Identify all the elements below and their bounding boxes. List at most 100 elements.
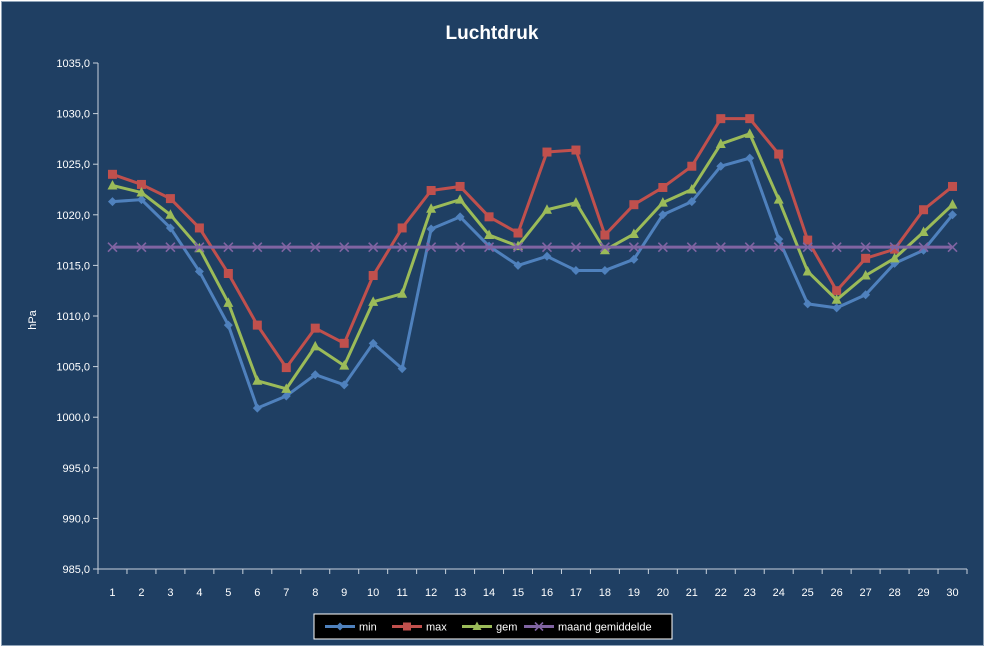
marker-x-stroke bbox=[368, 242, 379, 253]
data-point-min bbox=[252, 403, 262, 413]
data-point-max bbox=[948, 181, 958, 191]
data-point-maand-gemiddelde bbox=[512, 242, 524, 253]
data-point-gem bbox=[397, 288, 408, 298]
y-tick-label: 990,0 bbox=[62, 513, 90, 525]
marker-x-stroke bbox=[512, 242, 524, 253]
legend: min max gem maand gemiddelde bbox=[313, 613, 673, 640]
data-point-gem bbox=[426, 203, 437, 213]
data-point-min bbox=[948, 210, 958, 220]
data-point-max bbox=[165, 194, 175, 204]
x-tick-label: 4 bbox=[196, 587, 202, 599]
x-tick-label: 14 bbox=[483, 587, 495, 599]
data-point-maand-gemiddelde bbox=[455, 242, 466, 253]
data-point-maand-gemiddelde bbox=[570, 242, 582, 253]
series-maand-gemiddelde bbox=[107, 242, 958, 253]
data-point-max bbox=[658, 182, 668, 192]
x-tick-label: 1 bbox=[109, 587, 115, 599]
data-point-maand-gemiddelde bbox=[368, 242, 379, 253]
y-tick-labels: 985,0 990,0 995,0 1000,0 1005,0 1010,0 1015,0 1… bbox=[56, 58, 90, 576]
legend-label: maand gemiddelde bbox=[558, 622, 652, 634]
data-point-gem bbox=[339, 360, 350, 370]
series-gem bbox=[107, 128, 958, 393]
data-point-max bbox=[455, 181, 465, 191]
data-point-maand-gemiddelde bbox=[831, 242, 842, 253]
legend-item-max: max bbox=[392, 622, 447, 634]
data-point-max bbox=[600, 230, 610, 240]
marker-x-stroke bbox=[483, 242, 495, 253]
x-tick-label: 22 bbox=[715, 587, 727, 599]
data-point-gem bbox=[918, 226, 929, 237]
x-tick-label: 2 bbox=[138, 587, 144, 599]
legend-marker bbox=[336, 622, 344, 631]
data-point-max bbox=[919, 205, 929, 215]
data-point-maand-gemiddelde bbox=[281, 242, 292, 253]
data-point-gem bbox=[947, 199, 958, 209]
y-tick-label: 1030,0 bbox=[56, 109, 90, 121]
marker-x-stroke bbox=[194, 242, 205, 253]
marker-x-stroke bbox=[252, 242, 263, 253]
data-point-gem bbox=[281, 383, 292, 393]
y-tick-label: 1025,0 bbox=[56, 159, 90, 171]
data-point-maand-gemiddelde bbox=[918, 242, 929, 253]
marker-x-stroke bbox=[107, 242, 118, 253]
legend-label: min bbox=[359, 622, 377, 634]
x-tick-label: 30 bbox=[946, 587, 958, 599]
marker-x-stroke bbox=[686, 242, 697, 253]
legend-item-gem: gem bbox=[462, 621, 517, 634]
chart-title: Luchtdruk bbox=[446, 23, 539, 44]
data-point-max bbox=[803, 235, 813, 245]
x-tick-label: 20 bbox=[657, 587, 669, 599]
data-point-gem bbox=[252, 375, 263, 385]
marker-x-stroke bbox=[628, 242, 639, 253]
y-tick-label: 1000,0 bbox=[56, 412, 90, 424]
data-point-gem bbox=[773, 194, 784, 204]
data-point-max bbox=[890, 244, 900, 254]
data-point-min bbox=[339, 380, 349, 390]
data-point-min bbox=[223, 320, 233, 330]
data-point-gem bbox=[310, 340, 321, 351]
series-min bbox=[107, 153, 958, 413]
x-tick-label: 26 bbox=[831, 587, 843, 599]
data-point-gem bbox=[744, 128, 755, 138]
data-point-maand-gemiddelde bbox=[483, 242, 495, 253]
x-tick-label: 18 bbox=[599, 587, 611, 599]
legend-item-maand-gemiddelde: maand gemiddelde bbox=[524, 622, 652, 634]
series-line-min bbox=[112, 156, 954, 410]
x-tick-label: 23 bbox=[744, 587, 756, 599]
data-point-max bbox=[339, 338, 349, 348]
x-tick-label: 10 bbox=[367, 587, 379, 599]
data-point-min bbox=[513, 260, 523, 270]
data-point-max bbox=[745, 114, 755, 124]
y-tick-label: 1020,0 bbox=[56, 210, 90, 222]
data-point-maand-gemiddelde bbox=[860, 242, 871, 253]
x-tick-label: 15 bbox=[512, 587, 524, 599]
data-point-maand-gemiddelde bbox=[194, 242, 205, 253]
data-point-maand-gemiddelde bbox=[252, 242, 263, 253]
marker-x-stroke bbox=[426, 242, 437, 253]
marker-x-stroke bbox=[223, 242, 234, 253]
series-max bbox=[107, 114, 958, 373]
data-point-gem bbox=[541, 204, 552, 214]
x-tick-label: 5 bbox=[225, 587, 231, 599]
data-point-min bbox=[136, 195, 146, 205]
data-point-max bbox=[513, 228, 523, 238]
data-point-max bbox=[136, 179, 146, 189]
legend-marker bbox=[403, 622, 411, 631]
x-tick-label: 13 bbox=[454, 587, 466, 599]
marker-x-stroke bbox=[773, 242, 784, 253]
data-point-gem bbox=[628, 228, 639, 239]
data-point-gem bbox=[368, 296, 379, 306]
data-point-gem bbox=[455, 194, 466, 204]
data-point-min bbox=[658, 210, 668, 220]
data-point-max bbox=[281, 363, 291, 373]
marker-x-stroke bbox=[918, 242, 929, 253]
data-point-gem bbox=[484, 229, 495, 240]
x-tick-label: 9 bbox=[341, 587, 347, 599]
x-tick-labels: 1 2 3 4 5 6 7 8 9 10 11 12 13 14 15 16 17 18 19 20 21 22 23 24 2… bbox=[109, 587, 958, 599]
data-point-max bbox=[687, 161, 697, 171]
legend-box bbox=[313, 613, 673, 640]
data-point-maand-gemiddelde bbox=[107, 242, 118, 253]
legend-label: gem bbox=[496, 622, 517, 634]
data-point-gem bbox=[165, 209, 176, 219]
marker-x-stroke bbox=[570, 242, 582, 253]
